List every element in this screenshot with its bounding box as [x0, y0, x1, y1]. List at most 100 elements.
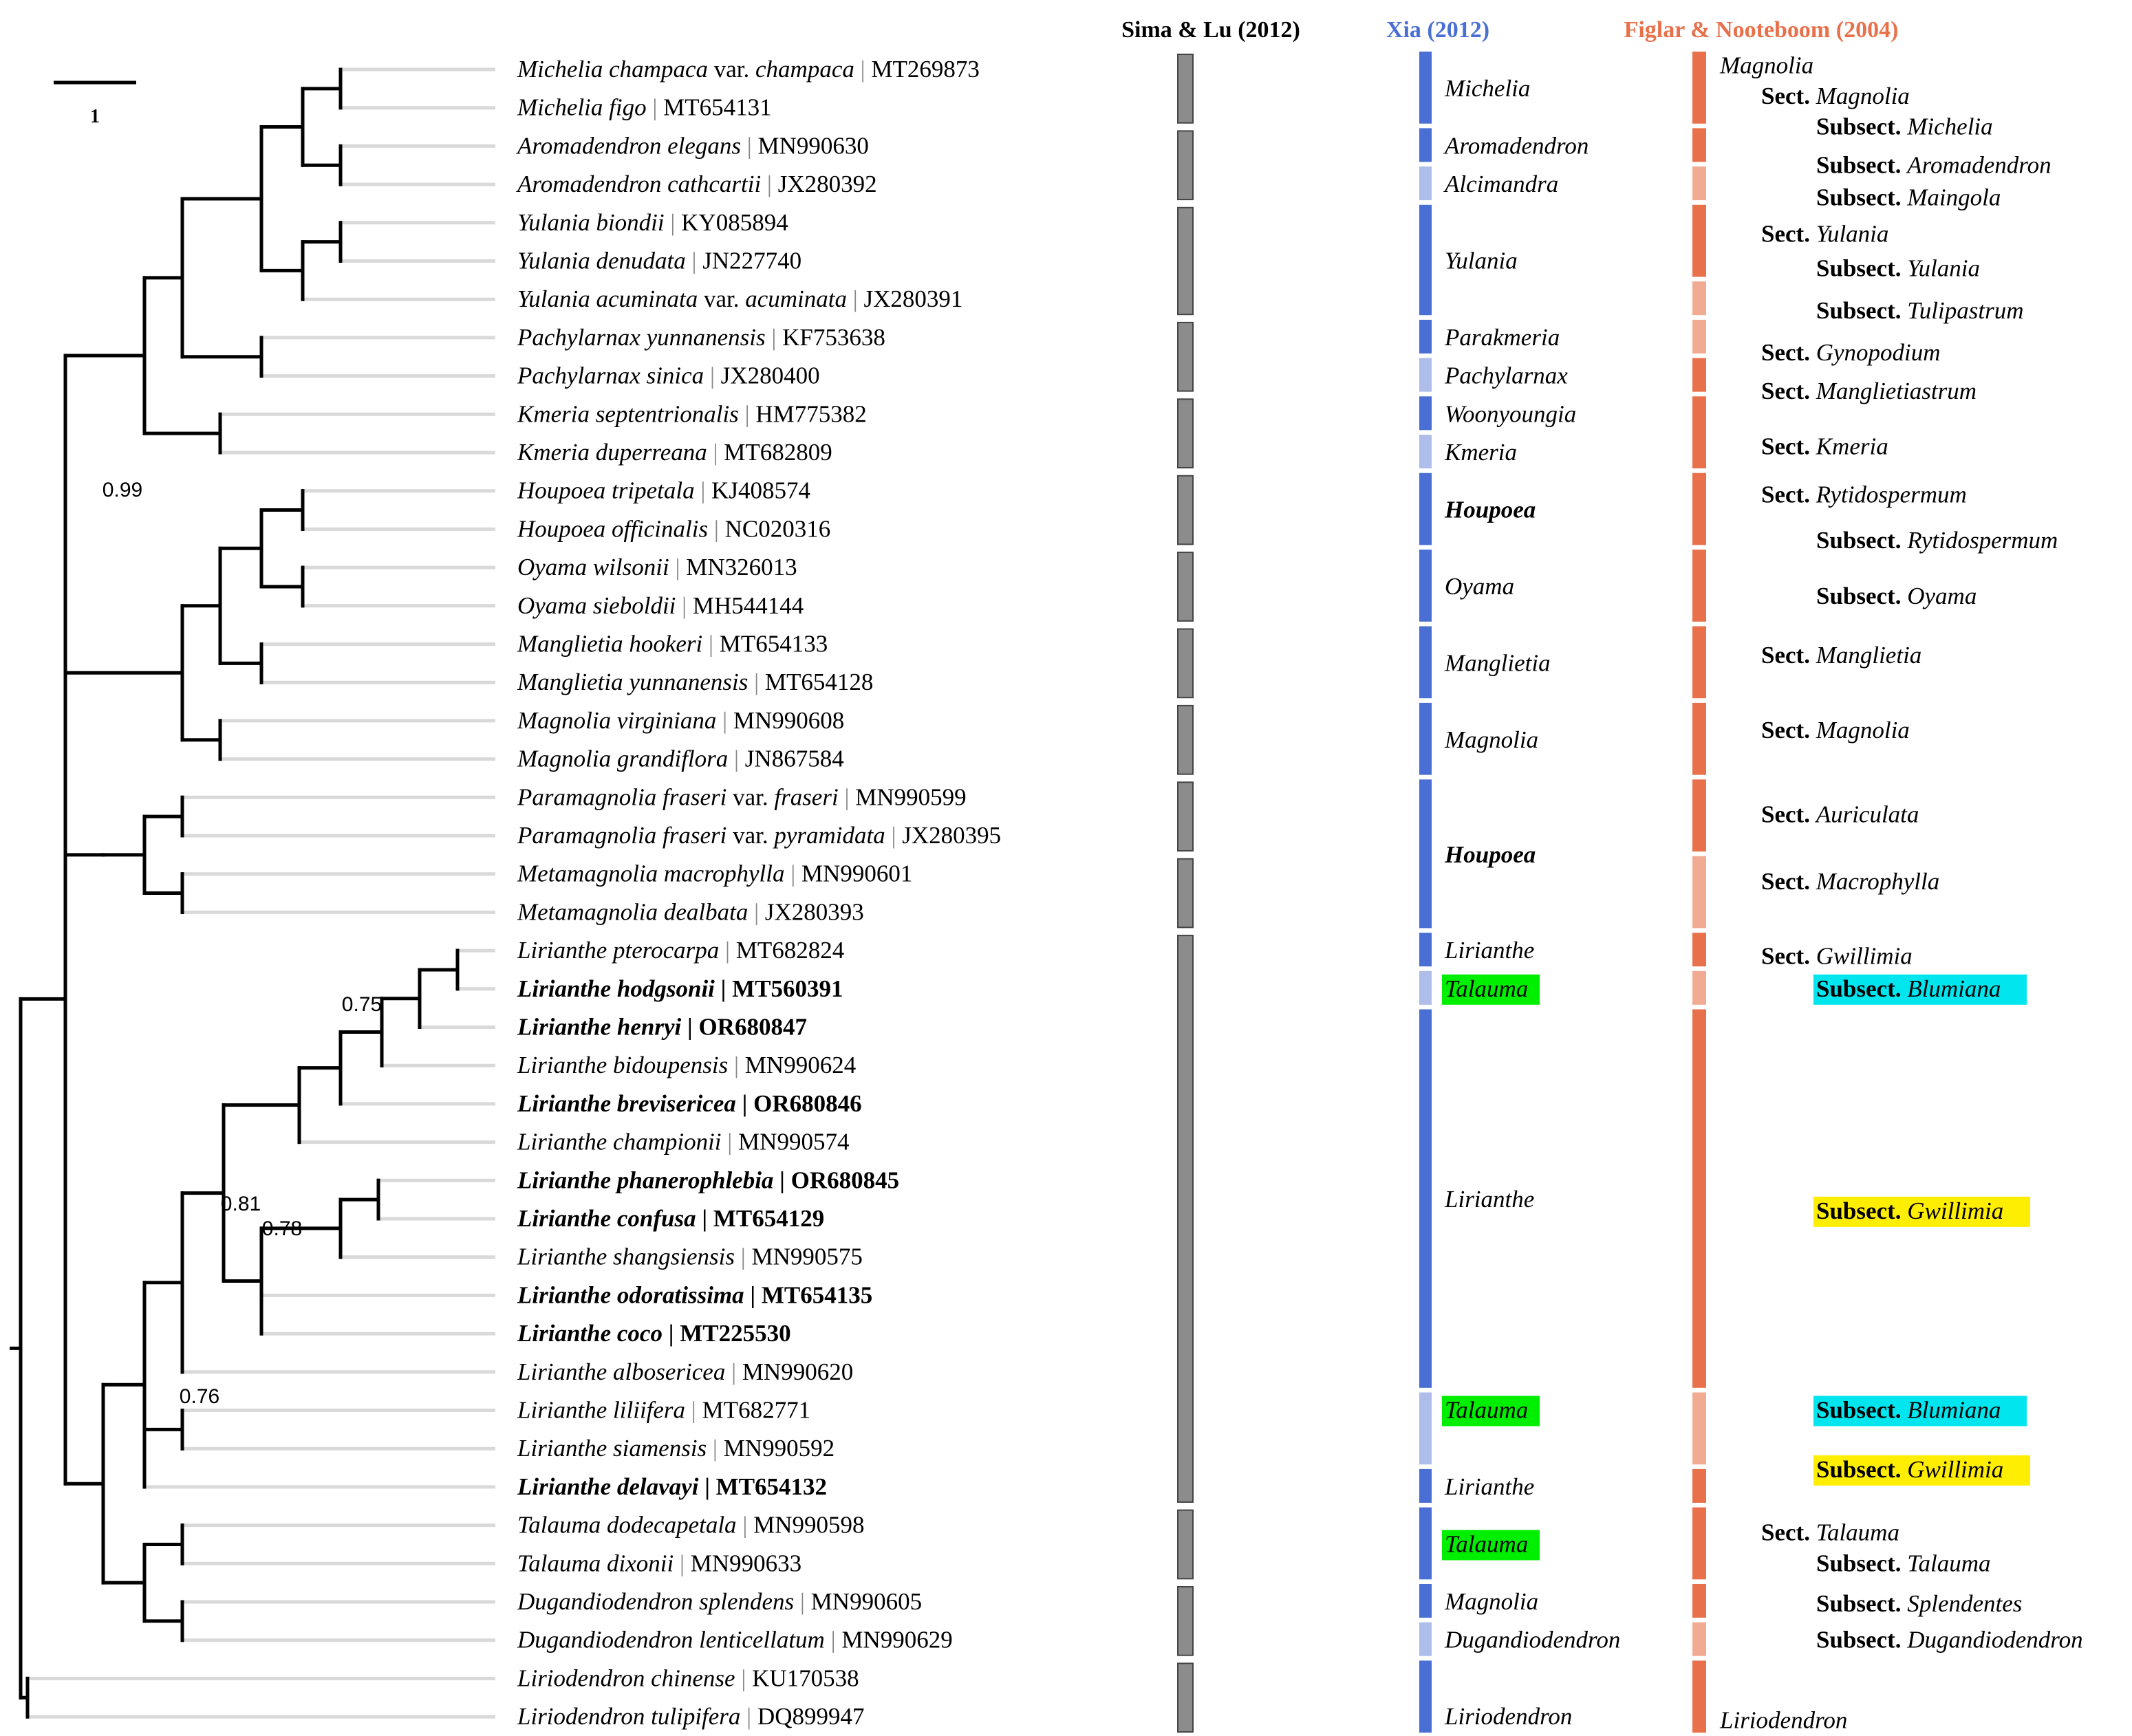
figlar-bar: [1692, 52, 1706, 124]
xia-label: Aromadendron: [1443, 132, 1589, 159]
figlar-label: Subsect. Maingola: [1816, 184, 2001, 211]
figlar-label: Subsect. Gwillimia: [1816, 1197, 2003, 1224]
header-xia: Xia (2012): [1386, 17, 1489, 43]
xia-highlight: [1442, 974, 1540, 1005]
sima-bar: [1177, 858, 1194, 929]
figlar-label: Subsect. Splendentes: [1816, 1590, 2022, 1617]
figlar-label: Sect. Magnolia: [1761, 717, 1910, 744]
taxon-label: Lirianthe shangsiensis | MN990575: [517, 1244, 863, 1270]
xia-bar: [1419, 473, 1432, 545]
xia-bar: [1419, 1468, 1432, 1503]
taxon-label: Michelia champaca var. champaca | MT2698…: [517, 56, 980, 83]
figlar-label: Sect. Gynopodium: [1761, 339, 1941, 366]
figlar-label: Sect. Manglietia: [1761, 642, 1921, 669]
figlar-label: Subsect. Tulipastrum: [1816, 297, 2023, 324]
figlar-bar: [1692, 166, 1706, 201]
figlar-bar: [1692, 1660, 1706, 1733]
taxon-label: Pachylarnax sinica | JX280400: [517, 362, 820, 389]
taxon-label: Lirianthe liliifera | MT682771: [517, 1397, 810, 1424]
figlar-bar: [1692, 281, 1706, 316]
support-values: 0.99 0.75 0.810.78 0.76: [103, 479, 382, 1408]
taxon-label: Kmeria duperreana | MT682809: [517, 439, 832, 466]
scale-bar: 1: [54, 80, 136, 127]
xia-label: Houpoea: [1444, 841, 1536, 868]
taxon-label: Pachylarnax yunnanensis | KF753638: [517, 324, 885, 351]
xia-label: Talauma: [1445, 1397, 1528, 1424]
figlar-label: Sect. Manglietiastrum: [1761, 378, 1977, 404]
xia-bar: [1419, 1584, 1432, 1618]
xia-bar: [1419, 396, 1432, 431]
support-value: 0.81: [221, 1193, 261, 1215]
taxon-label: Lirianthe hodgsonii | MT560391: [517, 975, 843, 1002]
figlar-bar: [1692, 779, 1706, 851]
tree-branches: [10, 67, 460, 1719]
xia-bar: [1419, 204, 1432, 316]
taxon-label: Liriodendron chinense | KU170538: [517, 1664, 859, 1691]
taxon-label: Metamagnolia dealbata | JX280393: [517, 898, 864, 925]
xia-label: Pachylarnax: [1444, 362, 1568, 389]
xia-label: Lirianthe: [1444, 937, 1534, 964]
sima-bar: [1177, 130, 1194, 201]
xia-label: Kmeria: [1444, 439, 1517, 466]
taxon-label: Talauma dixonii | MN990633: [517, 1550, 801, 1576]
taxon-label: Paramagnolia fraseri var. pyramidata | J…: [517, 822, 1001, 849]
xia-bar: [1419, 702, 1432, 775]
header-figlar: Figlar & Nooteboom (2004): [1624, 17, 1899, 43]
xia-label: Dugandiodendron: [1444, 1627, 1620, 1653]
figlar-label: Sect. Auriculata: [1761, 801, 1919, 827]
xia-label: Manglietia: [1444, 649, 1551, 676]
figlar-bar: [1692, 550, 1706, 622]
xia-bar: [1419, 970, 1432, 1005]
figlar-bar: [1692, 473, 1706, 545]
figlar-label: Sect. Magnolia: [1761, 83, 1910, 109]
figlar-bar: [1692, 1584, 1706, 1618]
taxon-label: Dugandiodendron splendens | MN990605: [517, 1588, 922, 1615]
figlar-label: Subsect. Gwillimia: [1816, 1456, 2003, 1483]
xia-label: Houpoea: [1444, 497, 1536, 523]
figlar-label: Magnolia: [1719, 52, 1813, 78]
support-value: 0.75: [342, 993, 382, 1016]
taxon-label: Oyama sieboldii | MH544144: [517, 592, 804, 619]
xia-label: Lirianthe: [1444, 1473, 1534, 1500]
figlar-label: Subsect. Oyama: [1816, 583, 1977, 609]
figlar-bar: [1692, 626, 1706, 699]
figlar-label: Subsect. Aromadendron: [1816, 151, 2052, 178]
figlar-label: Subsect. Rytidospermum: [1816, 527, 2058, 554]
figlar-bar: [1692, 1507, 1706, 1580]
figlar-bar: [1692, 1622, 1706, 1656]
xia-label: Woonyoungia: [1445, 400, 1576, 427]
taxon-label: Lirianthe coco | MT225530: [517, 1320, 791, 1347]
taxon-label: Yulania acuminata var. acuminata | JX280…: [517, 285, 962, 312]
xia-bar: [1419, 319, 1432, 354]
xia-bar: [1419, 626, 1432, 699]
figlar-label: Sect. Gwillimia: [1761, 942, 1913, 969]
figlar-highlight: [1813, 1396, 2027, 1426]
xia-bar: [1419, 166, 1432, 201]
sima-bar: [1177, 704, 1194, 775]
xia-label: Parakmeria: [1444, 324, 1560, 351]
xia-label: Liriodendron: [1444, 1703, 1572, 1730]
figlar-bar: [1692, 358, 1706, 392]
taxon-label: Lirianthe championii | MN990574: [517, 1129, 849, 1155]
xia-bar: [1419, 435, 1432, 468]
figlar-label: Subsect. Blumiana: [1816, 975, 2001, 1002]
figlar-label: Sect. Rytidospermum: [1761, 481, 1967, 508]
figlar-highlight: [1813, 1196, 2030, 1227]
taxon-label: Houpoea officinalis | NC020316: [517, 515, 830, 542]
sima-bar: [1177, 1509, 1194, 1580]
sima-bar: [1177, 54, 1194, 124]
xia-bar: [1419, 1622, 1432, 1656]
figlar-highlight: [1813, 974, 2027, 1005]
sima-bar: [1177, 1662, 1194, 1733]
support-value: 0.99: [103, 479, 142, 501]
taxon-label: Aromadendron elegans | MN990630: [516, 132, 869, 159]
xia-bar: [1419, 128, 1432, 162]
sima-column: [1177, 54, 1194, 1733]
xia-bar: [1419, 550, 1432, 622]
xia-label: Magnolia: [1444, 726, 1538, 753]
taxon-label: Michelia figo | MT654131: [517, 94, 772, 121]
taxon-label: Lirianthe albosericea | MN990620: [517, 1358, 853, 1385]
figlar-label: Subsect. Blumiana: [1816, 1397, 2001, 1424]
figlar-bar: [1692, 128, 1706, 162]
xia-label: Yulania: [1445, 248, 1518, 274]
